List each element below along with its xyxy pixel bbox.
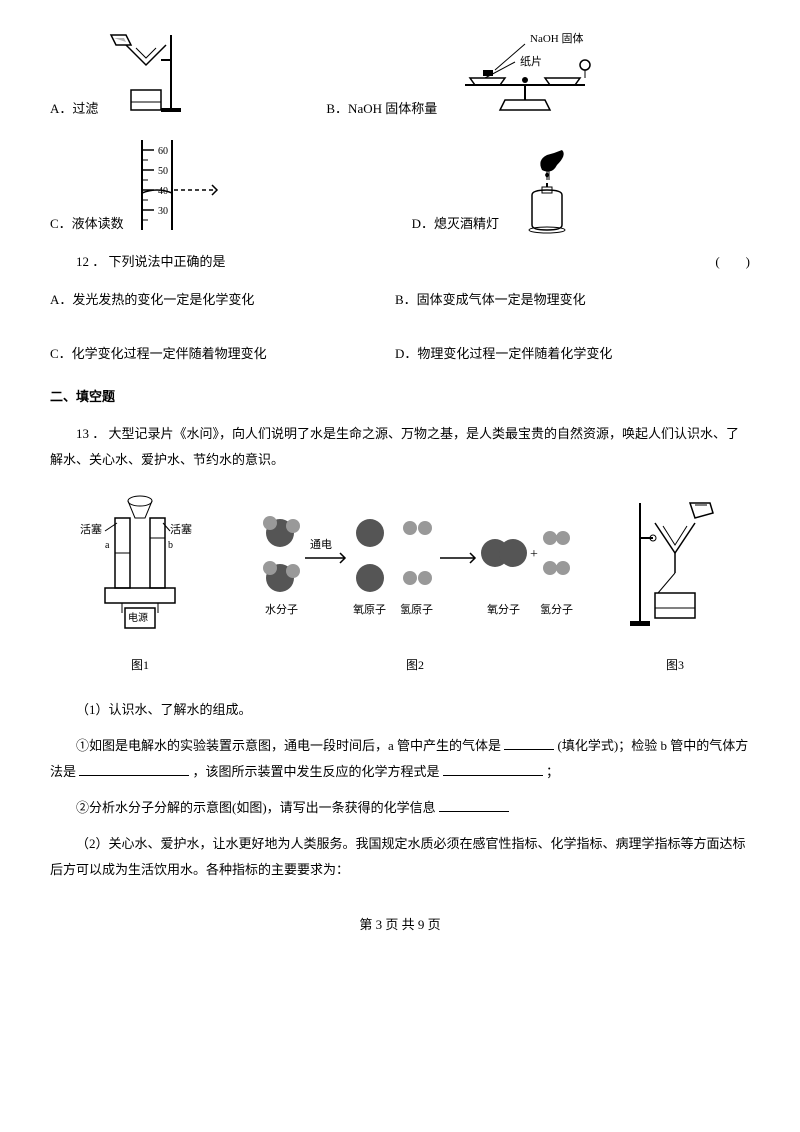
q12-option-d: D．物理变化过程一定伴随着化学变化 bbox=[395, 342, 710, 365]
electrify-label: 通电 bbox=[310, 538, 332, 551]
paper-label: 纸片 bbox=[520, 55, 542, 68]
option-a-label: A．过滤 bbox=[50, 97, 98, 120]
stopper-left-label: 活塞 bbox=[80, 522, 102, 536]
power-label: 电源 bbox=[128, 611, 148, 624]
molecule-diagram: 水分子 通电 氧原子 氢原子 氧分子 + bbox=[255, 493, 575, 643]
scale-60: 60 bbox=[158, 146, 168, 157]
option-d-label: D．熄灭酒精灯 bbox=[412, 212, 499, 235]
q12-num: 12 ． bbox=[76, 254, 105, 269]
tube-a-label: a bbox=[105, 540, 110, 551]
filter-diagram bbox=[106, 30, 196, 120]
tube-b-label: b bbox=[168, 540, 173, 551]
blank-1 bbox=[504, 734, 554, 750]
q13-intro: 13 ． 大型记录片《水问》，向人们说明了水是生命之源、万物之基，是人类最宝贵的… bbox=[50, 421, 750, 473]
q13-intro-text: 大型记录片《水问》，向人们说明了水是生命之源、万物之基，是人类最宝贵的自然资源，… bbox=[50, 426, 739, 467]
option-a: A．过滤 bbox=[50, 30, 196, 120]
stopper-right-label: 活塞 bbox=[170, 522, 192, 536]
h-atom-label: 氢原子 bbox=[400, 602, 433, 616]
fig3-caption: 图3 bbox=[625, 655, 725, 677]
blank-3 bbox=[443, 760, 543, 776]
cylinder-diagram: 60 50 40 30 bbox=[132, 135, 222, 235]
option-c: C．液体读数 60 50 40 30 bbox=[50, 135, 222, 235]
q12-option-a: A．发光发热的变化一定是化学变化 bbox=[50, 288, 365, 311]
water-mol-label: 水分子 bbox=[265, 603, 298, 616]
scale-50: 50 bbox=[158, 166, 168, 177]
q13-p2: （2）关心水、爱护水，让水更好地为人类服务。我国规定水质必须在感官性指标、化学指… bbox=[50, 831, 750, 883]
figure-1: 活塞 活塞 a b 电源 图1 bbox=[75, 493, 205, 677]
q13-num: 13 ． bbox=[76, 426, 105, 441]
q13-p1-1: ①如图是电解水的实验装置示意图，通电一段时间后，a 管中产生的气体是 (填化学式… bbox=[50, 733, 750, 785]
figure-2: 水分子 通电 氧原子 氢原子 氧分子 + bbox=[255, 493, 575, 677]
figure-3: 图3 bbox=[625, 493, 725, 677]
blank-4 bbox=[439, 796, 509, 812]
q13-p1: （1）认识水、了解水的组成。 bbox=[50, 697, 750, 723]
lamp-diagram bbox=[507, 145, 587, 235]
question-12: 12 ． 下列说法中正确的是 ( ) bbox=[50, 250, 750, 273]
fig2-caption: 图2 bbox=[255, 655, 575, 677]
o-atom-label: 氧原子 bbox=[353, 602, 386, 616]
q13-p1-1d: ； bbox=[546, 764, 559, 779]
balance-diagram: NaOH 固体 纸片 bbox=[445, 30, 605, 120]
scale-30: 30 bbox=[158, 206, 168, 217]
svg-text:+: + bbox=[530, 547, 538, 562]
fig1-caption: 图1 bbox=[75, 655, 205, 677]
q13-p1-2a: ②分析水分子分解的示意图(如图)，请写出一条获得的化学信息 bbox=[76, 800, 436, 815]
filter-setup-diagram bbox=[625, 493, 725, 643]
q13-p1-1c: ，该图所示装置中发生反应的化学方程式是 bbox=[193, 764, 440, 779]
page-footer: 第 3 页 共 9 页 bbox=[50, 913, 750, 936]
h-mol-label: 氢分子 bbox=[540, 602, 573, 616]
o-mol-label: 氧分子 bbox=[487, 602, 520, 616]
option-b: B．NaOH 固体称量 NaOH 固体 纸片 bbox=[326, 30, 605, 120]
electrolysis-diagram: 活塞 活塞 a b 电源 bbox=[75, 493, 205, 643]
q12-paren: ( ) bbox=[715, 250, 750, 273]
option-d: D．熄灭酒精灯 bbox=[412, 145, 587, 235]
diagram-row: 活塞 活塞 a b 电源 图1 水分子 通电 bbox=[50, 493, 750, 677]
q12-options: A．发光发热的变化一定是化学变化 B．固体变成气体一定是物理变化 C．化学变化过… bbox=[50, 288, 750, 365]
q12-option-c: C．化学变化过程一定伴随着物理变化 bbox=[50, 342, 365, 365]
q12-text: 12 ． 下列说法中正确的是 bbox=[50, 250, 226, 273]
options-row-ab: A．过滤 B．NaOH 固体称量 NaOH 固体 纸片 bbox=[50, 30, 750, 120]
q12-option-b: B．固体变成气体一定是物理变化 bbox=[395, 288, 710, 311]
naoh-label: NaOH 固体 bbox=[530, 31, 583, 45]
option-b-label: B．NaOH 固体称量 bbox=[326, 97, 437, 120]
section-2-title: 二、填空题 bbox=[50, 385, 750, 408]
q13-p1-2: ②分析水分子分解的示意图(如图)，请写出一条获得的化学信息 bbox=[50, 795, 750, 821]
options-row-cd: C．液体读数 60 50 40 30 D．熄灭酒精灯 bbox=[50, 135, 750, 235]
option-c-label: C．液体读数 bbox=[50, 212, 124, 235]
q13-p1-1a: ①如图是电解水的实验装置示意图，通电一段时间后，a 管中产生的气体是 bbox=[76, 738, 501, 753]
blank-2 bbox=[79, 760, 189, 776]
q12-content: 下列说法中正确的是 bbox=[109, 254, 226, 269]
